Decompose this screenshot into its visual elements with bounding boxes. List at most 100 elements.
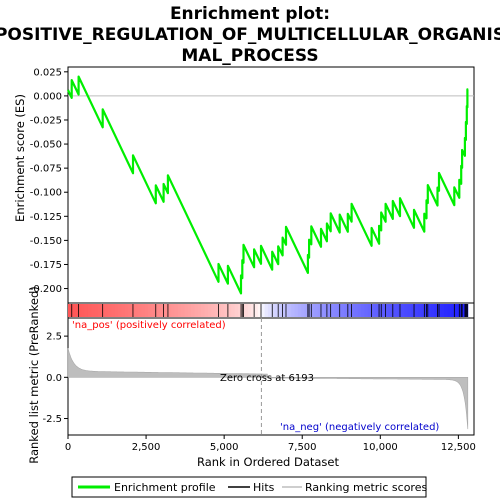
heatmap-cell (291, 304, 296, 317)
heatmap-cell (244, 304, 249, 317)
heatmap-cell (81, 304, 86, 317)
heatmap-cell (394, 304, 399, 317)
heatmap-cell (77, 304, 82, 317)
heatmap-cell (371, 304, 375, 317)
heatmap-cell (164, 304, 169, 317)
heatmap-cell (127, 304, 132, 317)
heatmap-cell (461, 304, 465, 317)
y-tick-label-es: -0.200 (30, 284, 62, 295)
heatmap-cell (387, 304, 392, 317)
heatmap-cell (327, 304, 332, 317)
heatmap-cell (121, 304, 126, 317)
heatmap-cell (434, 304, 439, 317)
heatmap-cell (137, 304, 142, 317)
heatmap-cell (87, 304, 92, 317)
heatmap-cell (187, 304, 192, 317)
heatmap-cell (331, 304, 336, 317)
heatmap-cell (234, 304, 239, 317)
heatmap-cell (227, 304, 232, 317)
legend-label-hits: Hits (253, 481, 275, 494)
heatmap-cell (207, 304, 212, 317)
heatmap-cell (281, 304, 286, 317)
heatmap-cell (271, 304, 276, 317)
heatmap-cell (71, 304, 76, 317)
legend-label-metric: Ranking metric scores (305, 481, 427, 494)
heatmap-cell (211, 304, 216, 317)
heatmap-cell (437, 304, 442, 317)
ranking-metric-fill (67, 348, 469, 430)
heatmap-cell (451, 304, 455, 317)
y-tick-label-es: -0.050 (30, 140, 62, 151)
y-tick-label-es: 0.025 (33, 67, 62, 78)
heatmap-cell (364, 304, 369, 317)
y-tick-label-metric: 0.0 (46, 373, 62, 384)
heatmap-cell (307, 304, 312, 317)
heatmap-cell (101, 304, 106, 317)
heatmap-cell (124, 304, 129, 317)
y-tick-label-es: -0.025 (30, 115, 62, 126)
heatmap-cell (464, 304, 469, 317)
y-tick-label-es: 0.000 (33, 91, 62, 102)
heatmap-cell (257, 304, 262, 317)
heatmap-cell (181, 304, 186, 317)
heatmap-cell (237, 304, 242, 317)
chart-title-line-3: MAL_PROCESS (181, 46, 318, 66)
heatmap-cell (174, 304, 179, 317)
heatmap-cell (184, 304, 189, 317)
heatmap-cell (144, 304, 149, 317)
heatmap-cell (91, 304, 96, 317)
heatmap-cell (374, 304, 379, 317)
heatmap-cell (441, 304, 445, 317)
heatmap-cell (444, 304, 449, 317)
heatmap-cell (411, 304, 415, 317)
y-tick-label-metric: 2.5 (46, 332, 62, 343)
neg-correlated-label: 'na_neg' (negatively correlated) (280, 422, 439, 433)
heatmap-cell (191, 304, 196, 317)
y-axis-label-metric: Ranked list metric (PreRanked) (27, 286, 41, 464)
heatmap-cell (97, 304, 102, 317)
heatmap-cell (261, 304, 266, 317)
heatmap-cell (344, 304, 349, 317)
hit-marks (71, 304, 468, 317)
pos-correlated-label: 'na_pos' (positively correlated) (72, 320, 226, 331)
heatmap-cell (357, 304, 362, 317)
heatmap-cell (407, 304, 412, 317)
heatmap-cell (134, 304, 139, 317)
heatmap-cell (254, 304, 259, 317)
heatmap-cell (68, 304, 72, 317)
x-tick-label: 12,500 (441, 442, 476, 453)
heatmap-cell (347, 304, 352, 317)
heatmap-cell (117, 304, 122, 317)
heatmap-cell (84, 304, 89, 317)
heatmap-cell (224, 304, 229, 317)
heatmap-cell (404, 304, 409, 317)
heatmap-cell (377, 304, 382, 317)
heatmap-cell (367, 304, 372, 317)
y-axis-label-es: Enrichment score (ES) (13, 94, 27, 222)
enrichment-profile-line (67, 75, 469, 295)
x-axis-label: Rank in Ordered Dataset (197, 455, 340, 469)
heatmap-cell (231, 304, 236, 317)
axis-ticks: 0.025 0.000 -0.025 -0.050 -0.075 -0.100 -0.125… (30, 67, 476, 453)
legend-label-enrichment: Enrichment profile (114, 481, 216, 494)
x-tick-label: 0 (65, 442, 71, 453)
y-tick-label-es: -0.125 (30, 212, 62, 223)
x-tick-label: 2,500 (132, 442, 161, 453)
heatmap-cell (414, 304, 419, 317)
heatmap-cell (297, 304, 302, 317)
heatmap-cell (151, 304, 156, 317)
heatmap-cell (251, 304, 256, 317)
es-line-layer (67, 75, 469, 295)
heatmap-cell (361, 304, 365, 317)
heatmap-cell (334, 304, 339, 317)
heatmap-cell (314, 304, 319, 317)
heatmap-cell (201, 304, 206, 317)
heatmap-cell (454, 304, 459, 317)
heatmap-cell (217, 304, 222, 317)
zero-cross-label: Zero cross at 6193 (220, 373, 314, 384)
heatmap-cell (354, 304, 359, 317)
heatmap-cell (277, 304, 282, 317)
es-panel (67, 66, 475, 304)
heatmap-cell (324, 304, 329, 317)
